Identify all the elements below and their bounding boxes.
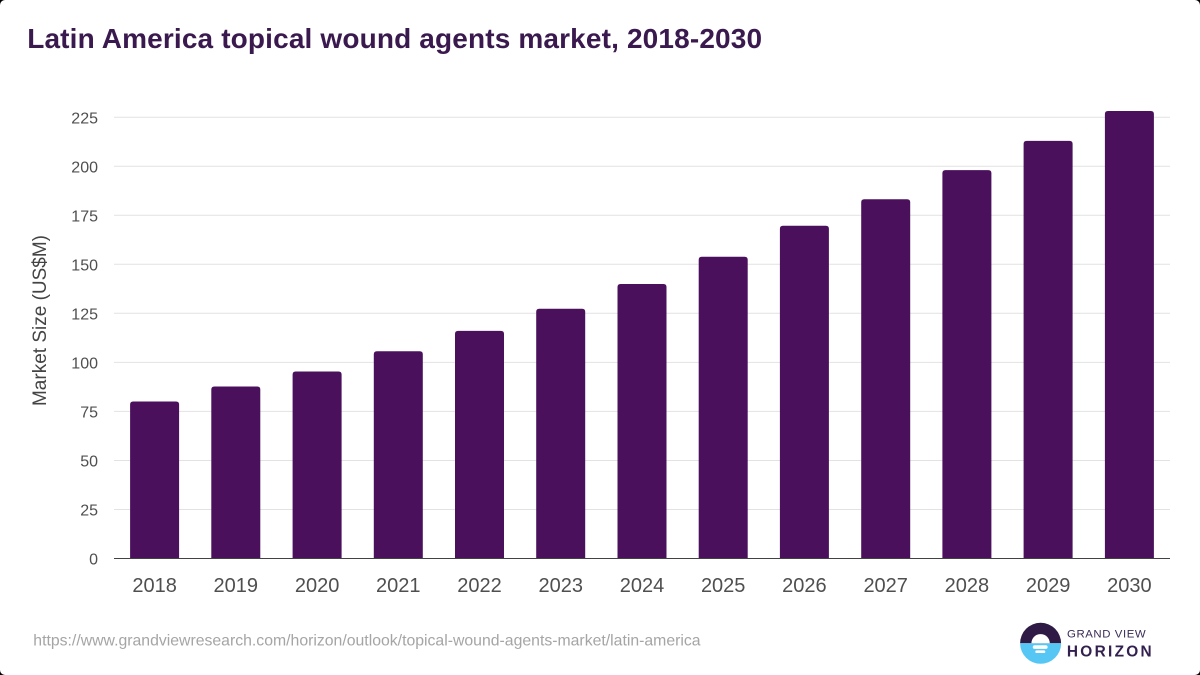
svg-text:https://www.grandviewresearch.: https://www.grandviewresearch.com/horizo…	[33, 633, 700, 650]
svg-text:2019: 2019	[214, 575, 259, 597]
svg-text:GRAND VIEW: GRAND VIEW	[1067, 629, 1146, 641]
svg-text:0: 0	[89, 552, 98, 569]
svg-text:100: 100	[71, 356, 98, 373]
svg-text:25: 25	[80, 503, 98, 520]
svg-text:2026: 2026	[782, 575, 827, 597]
svg-text:2030: 2030	[1107, 575, 1152, 597]
svg-text:2020: 2020	[295, 575, 340, 597]
svg-text:2025: 2025	[701, 575, 746, 597]
svg-text:2029: 2029	[1026, 575, 1071, 597]
svg-text:2028: 2028	[945, 575, 990, 597]
svg-text:125: 125	[71, 307, 98, 324]
svg-text:200: 200	[71, 160, 98, 177]
svg-text:50: 50	[80, 454, 98, 471]
svg-text:175: 175	[71, 209, 98, 226]
svg-text:2022: 2022	[457, 575, 502, 597]
svg-text:HORIZON: HORIZON	[1067, 643, 1154, 660]
svg-text:Latin America topical wound ag: Latin America topical wound agents marke…	[27, 23, 762, 54]
svg-text:2021: 2021	[376, 575, 421, 597]
svg-text:2023: 2023	[539, 575, 584, 597]
svg-text:75: 75	[80, 405, 98, 422]
svg-text:2024: 2024	[620, 575, 665, 597]
svg-text:150: 150	[71, 258, 98, 275]
svg-text:2018: 2018	[132, 575, 177, 597]
svg-text:Market Size (US$M): Market Size (US$M)	[30, 235, 51, 406]
svg-text:225: 225	[71, 111, 98, 128]
svg-text:2027: 2027	[863, 575, 908, 597]
